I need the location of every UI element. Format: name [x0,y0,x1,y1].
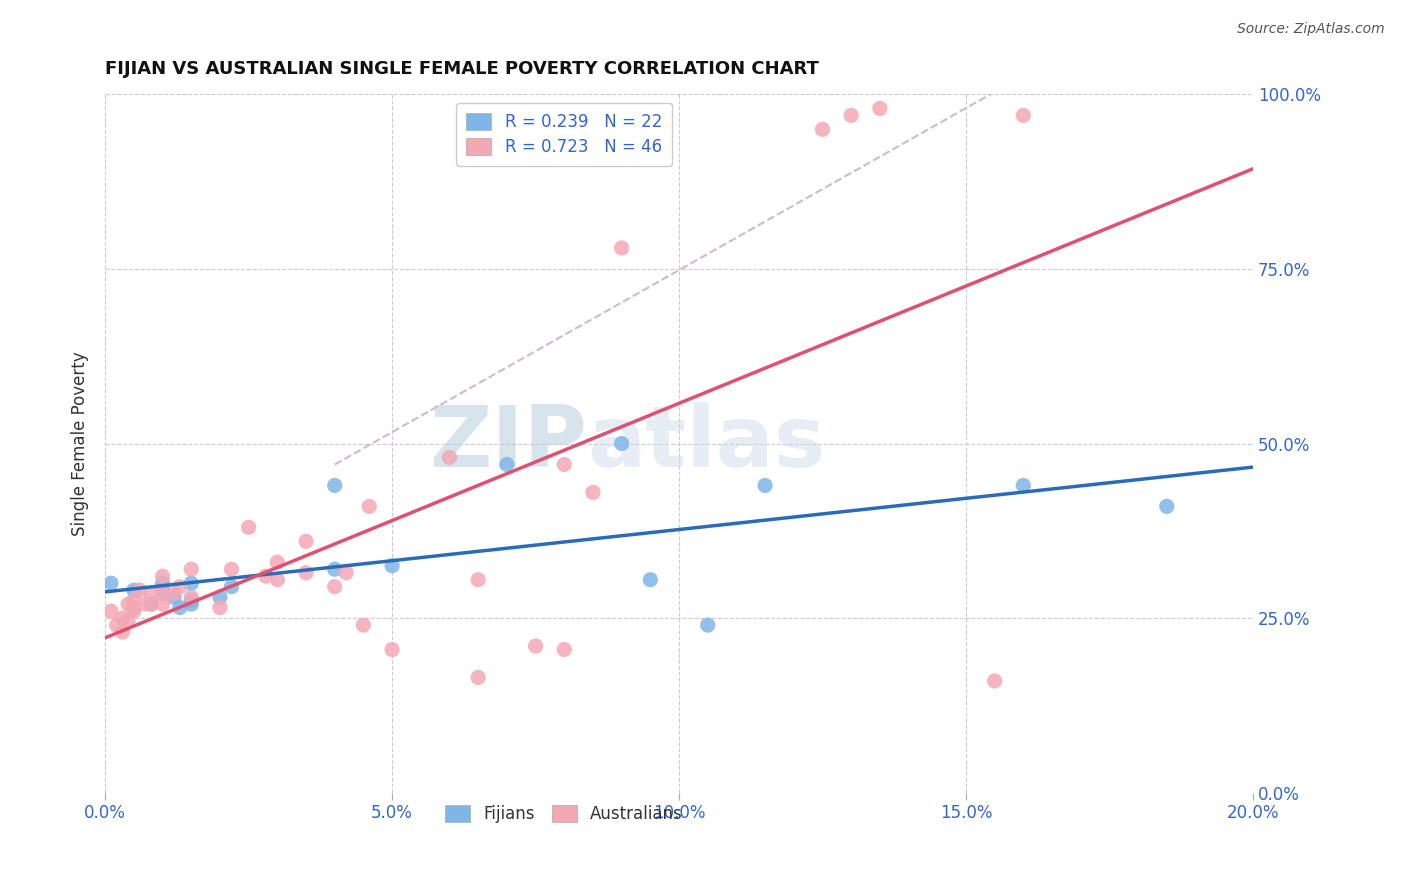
Point [381,642,404,657]
Point [869,102,891,116]
Point [266,555,288,569]
Point [335,566,357,580]
Point [139,597,162,611]
Point [295,566,318,580]
Point [839,108,862,122]
Point [295,534,318,549]
Point [152,576,174,591]
Point [117,615,139,629]
Point [111,611,134,625]
Point [208,590,231,604]
Point [180,597,202,611]
Point [496,458,519,472]
Point [221,580,243,594]
Point [152,569,174,583]
Point [323,580,346,594]
Point [134,597,156,611]
Point [122,600,145,615]
Point [1012,108,1035,122]
Point [983,673,1005,688]
Point [122,604,145,618]
Point [163,587,186,601]
Point [381,558,404,573]
Point [553,458,575,472]
Point [169,600,191,615]
Point [467,573,489,587]
Point [180,593,202,607]
Point [180,590,202,604]
Text: FIJIAN VS AUSTRALIAN SINGLE FEMALE POVERTY CORRELATION CHART: FIJIAN VS AUSTRALIAN SINGLE FEMALE POVER… [105,60,820,78]
Point [323,478,346,492]
Point [152,597,174,611]
Point [610,436,633,450]
Point [169,580,191,594]
Point [439,450,461,465]
Point [180,562,202,576]
Point [266,573,288,587]
Point [122,593,145,607]
Point [111,625,134,640]
Point [180,576,202,591]
Point [553,642,575,657]
Point [122,583,145,598]
Point [610,241,633,255]
Legend: Fijians, Australians: Fijians, Australians [436,795,693,833]
Point [359,500,381,514]
Point [754,478,776,492]
Y-axis label: Single Female Poverty: Single Female Poverty [72,351,89,536]
Point [696,618,718,632]
Point [811,122,834,136]
Text: ZIP: ZIP [429,402,588,485]
Point [323,562,346,576]
Point [100,576,122,591]
Point [1012,478,1035,492]
Point [582,485,605,500]
Point [221,562,243,576]
Point [254,569,277,583]
Point [467,670,489,684]
Text: atlas: atlas [588,402,825,485]
Point [100,604,122,618]
Point [352,618,374,632]
Point [1156,500,1178,514]
Point [117,597,139,611]
Point [208,600,231,615]
Point [152,587,174,601]
Point [152,583,174,598]
Point [163,590,186,604]
Point [105,618,128,632]
Text: Source: ZipAtlas.com: Source: ZipAtlas.com [1237,22,1385,37]
Point [139,587,162,601]
Point [128,583,150,598]
Point [238,520,260,534]
Point [640,573,662,587]
Point [139,597,162,611]
Point [524,639,547,653]
